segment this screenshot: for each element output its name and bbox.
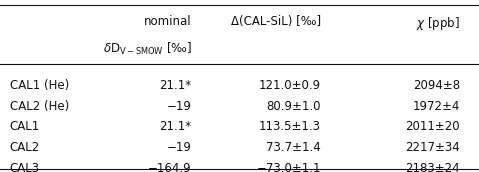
Text: 80.9±1.0: 80.9±1.0 [266, 100, 321, 113]
Text: 2011±20: 2011±20 [405, 120, 460, 133]
Text: −164.9: −164.9 [148, 162, 192, 172]
Text: CAL1: CAL1 [10, 120, 40, 133]
Text: 21.1*: 21.1* [160, 120, 192, 133]
Text: −19: −19 [167, 141, 192, 154]
Text: 21.1*: 21.1* [160, 79, 192, 92]
Text: $\it{\chi}$ [ppb]: $\it{\chi}$ [ppb] [416, 15, 460, 33]
Text: CAL3: CAL3 [10, 162, 40, 172]
Text: 2217±34: 2217±34 [405, 141, 460, 154]
Text: −19: −19 [167, 100, 192, 113]
Text: 1972±4: 1972±4 [412, 100, 460, 113]
Text: 121.0±0.9: 121.0±0.9 [259, 79, 321, 92]
Text: CAL1 (He): CAL1 (He) [10, 79, 69, 92]
Text: −73.0±1.1: −73.0±1.1 [256, 162, 321, 172]
Text: Δ(CAL-SiL) [‰]: Δ(CAL-SiL) [‰] [231, 15, 321, 29]
Text: nominal: nominal [144, 15, 192, 29]
Text: 2094±8: 2094±8 [413, 79, 460, 92]
Text: CAL2: CAL2 [10, 141, 40, 154]
Text: CAL2 (He): CAL2 (He) [10, 100, 69, 113]
Text: $\it{\delta}$D$_{\mathregular{V-SMOW}}$ [‰]: $\it{\delta}$D$_{\mathregular{V-SMOW}}$ … [103, 41, 192, 57]
Text: 73.7±1.4: 73.7±1.4 [266, 141, 321, 154]
Text: 113.5±1.3: 113.5±1.3 [259, 120, 321, 133]
Text: 2183±24: 2183±24 [405, 162, 460, 172]
